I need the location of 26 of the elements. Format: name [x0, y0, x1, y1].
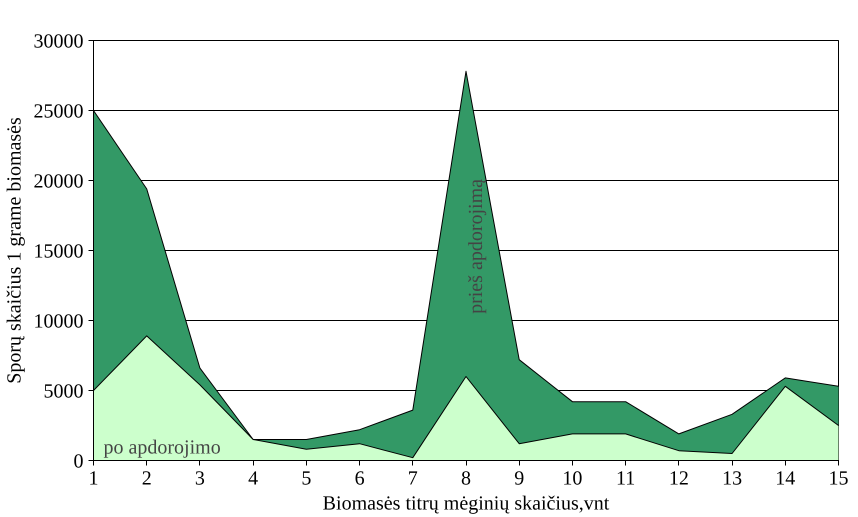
x-tick-label: 6 [354, 468, 365, 490]
x-tick-label: 4 [248, 468, 258, 490]
y-tick-label: 10000 [34, 310, 84, 332]
x-axis-title: Biomasės titrų mėginių skaičius,vnt [322, 492, 610, 514]
x-tick-label: 8 [461, 468, 471, 490]
y-tick-label: 20000 [34, 170, 84, 192]
x-tick-label: 2 [142, 468, 152, 490]
x-tick-label: 11 [616, 468, 636, 490]
x-tick-label: 14 [775, 468, 796, 490]
y-tick-label: 30000 [34, 30, 84, 52]
y-tick-label: 25000 [34, 100, 84, 122]
x-tick-label: 13 [722, 468, 742, 490]
x-tick-label: 7 [408, 468, 418, 490]
y-tick-label: 5000 [44, 380, 84, 402]
y-axis-title: Sporų skaičius 1 grame biomasės [4, 116, 26, 384]
series-label: prieš apdorojimą [465, 178, 487, 314]
x-tick-label: 1 [88, 468, 98, 490]
x-tick-label: 12 [668, 468, 689, 490]
y-tick-label: 0 [74, 450, 84, 472]
x-tick-label: 10 [562, 468, 582, 490]
x-tick-label: 15 [828, 468, 848, 490]
x-tick-label: 3 [194, 468, 205, 490]
x-tick-label: 5 [301, 468, 312, 490]
series-label: po apdorojimo [104, 436, 221, 458]
y-tick-label: 15000 [34, 240, 84, 262]
x-tick-label: 9 [514, 468, 524, 490]
